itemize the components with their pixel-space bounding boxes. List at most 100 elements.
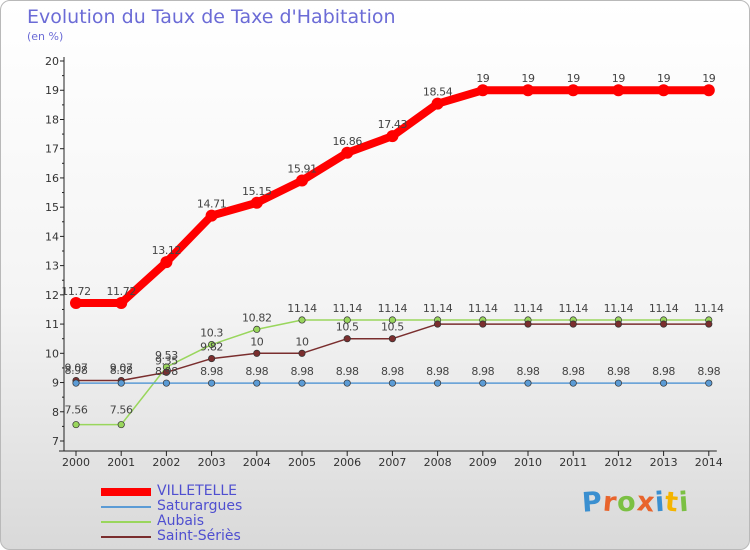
data-point [298, 316, 306, 324]
data-label: 13.12 [152, 244, 182, 257]
legend-label: Saint-Sériès [157, 528, 241, 544]
data-label: 8.98 [65, 364, 88, 377]
x-tick-label: 2006 [333, 456, 361, 469]
x-tick-label: 2013 [650, 456, 678, 469]
data-label: 7.56 [110, 404, 133, 417]
legend-label: Aubais [157, 513, 205, 529]
data-point [70, 297, 82, 310]
legend-swatch [101, 488, 151, 496]
y-tick-label: 19 [45, 84, 59, 97]
data-label: 11.14 [332, 302, 362, 315]
y-tick-label: 16 [45, 172, 59, 185]
data-point [388, 335, 396, 343]
data-label: 10.5 [336, 321, 359, 334]
data-point [205, 209, 218, 222]
x-tick-label: 2002 [152, 456, 180, 469]
y-tick-label: 13 [45, 260, 59, 273]
data-label: 19 [567, 72, 581, 85]
logo-letter: P [580, 486, 604, 519]
legend-label: VILLETELLE [157, 483, 237, 499]
data-label: 9.07 [110, 361, 133, 374]
data-point [72, 379, 80, 387]
data-label: 8.98 [336, 365, 359, 378]
data-label: 8.98 [200, 365, 223, 378]
data-label: 11.14 [513, 302, 543, 315]
legend-swatch [101, 506, 151, 508]
x-tick-label: 2000 [62, 456, 90, 469]
y-tick-label: 18 [45, 113, 59, 126]
data-label: 8.98 [607, 365, 630, 378]
data-label: 8.98 [426, 365, 449, 378]
x-tick-label: 2004 [243, 456, 271, 469]
data-point [296, 174, 308, 187]
y-tick-label: 8 [52, 406, 59, 419]
data-point [343, 379, 351, 387]
data-label: 8.98 [697, 365, 720, 378]
data-label: 10 [250, 335, 264, 348]
logo-letter: i [678, 486, 691, 519]
data-point [702, 84, 715, 97]
legend-swatch [101, 536, 151, 538]
data-point [117, 421, 125, 429]
chart-unit: (en %) [27, 30, 64, 43]
y-tick-label: 9 [52, 377, 59, 390]
data-point [660, 379, 668, 387]
data-point [298, 379, 306, 387]
x-tick-label: 2003 [198, 456, 226, 469]
data-point [434, 320, 442, 328]
data-label: 15.15 [242, 185, 272, 198]
data-point [660, 320, 668, 328]
data-point [253, 349, 261, 357]
data-point [479, 320, 487, 328]
data-label: 10.5 [381, 321, 404, 334]
data-point [388, 379, 396, 387]
data-point [567, 84, 580, 97]
data-label: 8.98 [245, 365, 268, 378]
data-label: 18.54 [423, 86, 453, 99]
legend-label: Saturargues [157, 498, 243, 514]
x-tick-label: 2008 [424, 456, 452, 469]
data-label: 9.82 [200, 341, 223, 354]
data-point [298, 349, 306, 357]
y-tick-label: 14 [45, 230, 59, 243]
data-label: 9.53 [155, 349, 178, 362]
data-label: 19 [702, 72, 716, 85]
data-label: 11.72 [106, 285, 136, 298]
logo-letter: o [616, 486, 638, 519]
data-label: 19 [612, 72, 626, 85]
data-label: 11.14 [378, 302, 408, 315]
data-label: 8.98 [110, 364, 133, 377]
x-tick-label: 2014 [695, 456, 723, 469]
data-point [208, 355, 216, 363]
data-label: 10 [295, 335, 309, 348]
data-point [72, 421, 80, 429]
legend-swatch [101, 521, 151, 523]
data-label: 8.98 [652, 365, 675, 378]
data-label: 16.86 [332, 135, 362, 148]
data-point [208, 379, 216, 387]
data-point [569, 379, 577, 387]
y-tick-label: 10 [45, 347, 59, 360]
data-label: 17.43 [378, 118, 408, 131]
data-label: 11.14 [558, 302, 588, 315]
data-label: 19 [476, 72, 490, 85]
data-label: 9.35 [155, 354, 178, 367]
data-label: 11.72 [61, 285, 91, 298]
data-point [386, 130, 399, 143]
data-point [341, 146, 354, 159]
data-point [705, 320, 713, 328]
data-point [160, 256, 173, 269]
data-point [524, 320, 532, 328]
data-label: 8.98 [381, 365, 404, 378]
data-label: 8.98 [562, 365, 585, 378]
data-label: 19 [521, 72, 535, 85]
x-tick-label: 2010 [514, 456, 542, 469]
proxiti-logo: Proxiti [580, 486, 691, 519]
y-tick-label: 7 [52, 435, 59, 448]
data-point [476, 84, 489, 97]
data-point [162, 379, 170, 387]
data-point [431, 97, 444, 110]
x-tick-label: 2001 [107, 456, 135, 469]
